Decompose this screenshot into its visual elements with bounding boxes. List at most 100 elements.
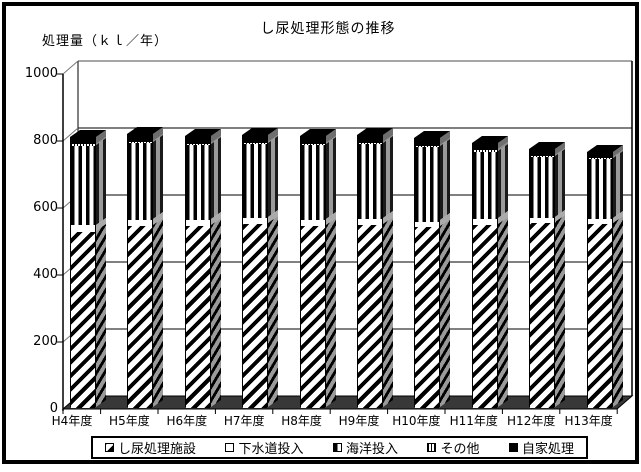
bar-side-segment-hatch bbox=[612, 215, 623, 407]
bar-side-segment-hatch bbox=[153, 218, 164, 407]
bar-segment-sewer bbox=[530, 217, 555, 223]
bar-front-face bbox=[70, 136, 96, 408]
bar-segment-sewer bbox=[358, 219, 382, 226]
bar-segment-sewer bbox=[587, 218, 612, 224]
bar-segment-other bbox=[71, 144, 95, 146]
bar-segment-sewer bbox=[71, 225, 95, 233]
bar-segment-ocean bbox=[587, 159, 612, 219]
bar-front-face bbox=[299, 136, 326, 408]
x-tick-label: H10年度 bbox=[392, 414, 441, 428]
bar-segment-sewer bbox=[243, 218, 268, 225]
bar-side-segment-ocean bbox=[440, 139, 451, 221]
bar-segment-hatch bbox=[185, 226, 210, 408]
bar-side-face bbox=[96, 129, 106, 407]
bar-segment-self bbox=[243, 136, 268, 143]
legend-label: 自家処理 bbox=[521, 442, 574, 457]
bar-side-segment-ocean bbox=[612, 151, 623, 218]
bar-segment-self bbox=[415, 139, 440, 147]
bar-segment-sewer bbox=[185, 220, 210, 227]
bar-segment-sewer bbox=[300, 220, 325, 227]
bar-segment-other bbox=[243, 143, 268, 145]
bar-segment-sewer bbox=[128, 220, 153, 227]
bar-side-face bbox=[612, 145, 623, 407]
bar-segment-self bbox=[128, 135, 153, 142]
x-tick-label: H7年度 bbox=[223, 414, 265, 428]
x-tick-label: H13年度 bbox=[564, 414, 613, 428]
bar-segment-ocean bbox=[128, 143, 153, 221]
bar-front-face bbox=[184, 136, 211, 408]
bar-segment-ocean bbox=[71, 145, 95, 226]
bar-segment-ocean bbox=[472, 151, 497, 219]
bar-segment-other bbox=[185, 144, 210, 146]
bar-side-segment-ocean bbox=[383, 135, 393, 219]
bar-front-face bbox=[586, 152, 613, 408]
x-tick-label: H8年度 bbox=[281, 414, 322, 428]
bar-front-face bbox=[357, 134, 383, 408]
bar-side-face bbox=[153, 127, 164, 407]
bar-side-segment-ocean bbox=[555, 149, 566, 217]
bar-front-face bbox=[414, 138, 441, 408]
bar-H10年度 bbox=[414, 131, 451, 408]
bar-segment-self bbox=[300, 137, 325, 144]
bar-segment-ocean bbox=[300, 145, 325, 221]
x-tick-label: H11年度 bbox=[449, 414, 498, 428]
legend-marker-ocean-icon bbox=[332, 443, 342, 452]
bar-side-segment-hatch bbox=[268, 216, 279, 407]
x-tick-label: H9年度 bbox=[338, 414, 380, 428]
bar-segment-ocean bbox=[358, 143, 382, 220]
bar-segment-hatch bbox=[128, 226, 153, 408]
legend-marker-hatch-icon bbox=[105, 443, 114, 452]
bar-segment-ocean bbox=[415, 147, 440, 222]
bar-side-face bbox=[268, 128, 279, 407]
bar-segment-hatch bbox=[300, 226, 325, 408]
page-frame: 0 200 400 600 800 1000 H4年度 H5年度 H6年度 H7年度 H8年度 H9年… bbox=[2, 2, 639, 464]
bar-segment-ocean bbox=[243, 144, 268, 219]
bar-segment-self bbox=[530, 150, 555, 156]
bar-front-face bbox=[529, 149, 556, 408]
bar-side-segment-hatch bbox=[210, 218, 221, 407]
bar-segment-hatch bbox=[415, 227, 440, 408]
bar-segment-self bbox=[358, 135, 382, 143]
bar-side-segment-ocean bbox=[325, 137, 336, 220]
x-tick-label: H5年度 bbox=[109, 414, 150, 428]
y-tick-label: 800 bbox=[33, 133, 58, 148]
legend-label: その他 bbox=[440, 442, 480, 457]
bar-segment-other bbox=[128, 141, 153, 144]
bar-segment-other bbox=[415, 146, 440, 148]
bar-side-face bbox=[440, 131, 451, 407]
legend-marker-sewer-icon bbox=[225, 443, 235, 452]
legend: し尿処理施設 下水道投入 海洋投入 その他 自家処理 bbox=[91, 436, 588, 459]
bar-side-face bbox=[497, 136, 508, 407]
y-tick-label: 1000 bbox=[24, 66, 58, 81]
bar-segment-hatch bbox=[472, 225, 497, 408]
bar-H12年度 bbox=[529, 142, 566, 408]
x-tick-label: H12年度 bbox=[507, 414, 556, 428]
bar-front-face bbox=[127, 134, 154, 408]
bar-side-segment-hatch bbox=[96, 224, 106, 407]
legend-label: 下水道投入 bbox=[238, 442, 304, 457]
bar-segment-other bbox=[587, 157, 612, 160]
bar-side-segment-ocean bbox=[153, 135, 164, 220]
bar-side-segment-ocean bbox=[96, 137, 106, 225]
bar-segment-ocean bbox=[185, 145, 210, 221]
bar-segment-other bbox=[472, 150, 497, 152]
y-axis-label: 処理量（ｋｌ／年） bbox=[42, 34, 169, 49]
legend-item: し尿処理施設 bbox=[105, 438, 196, 457]
legend-item: 海洋投入 bbox=[332, 438, 398, 457]
bar-front-face bbox=[242, 135, 269, 408]
bar-side-face bbox=[325, 129, 336, 407]
legend-label: 海洋投入 bbox=[345, 442, 398, 457]
legend-item: 下水道投入 bbox=[225, 438, 304, 457]
bar-segment-self bbox=[71, 137, 95, 145]
bar-H4年度 bbox=[70, 129, 106, 408]
bar-side-face bbox=[383, 127, 393, 407]
bar-front-face bbox=[471, 143, 498, 408]
y-tick-label: 600 bbox=[33, 200, 58, 215]
bar-H7年度 bbox=[242, 128, 279, 408]
bar-side-segment-ocean bbox=[210, 137, 221, 220]
bar-segment-self bbox=[185, 137, 210, 144]
bar-segment-hatch bbox=[243, 224, 268, 408]
bar-side-face bbox=[555, 142, 566, 407]
y-tick-label: 200 bbox=[33, 334, 58, 349]
bar-side-segment-hatch bbox=[325, 218, 336, 407]
